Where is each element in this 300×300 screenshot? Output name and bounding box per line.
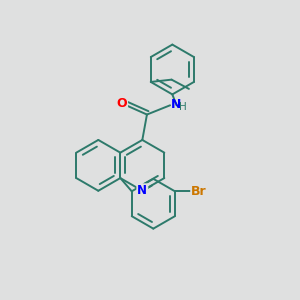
- Text: H: H: [179, 102, 187, 112]
- Text: N: N: [171, 98, 181, 111]
- Text: O: O: [117, 97, 127, 110]
- Text: N: N: [137, 184, 147, 197]
- Text: Br: Br: [191, 185, 206, 198]
